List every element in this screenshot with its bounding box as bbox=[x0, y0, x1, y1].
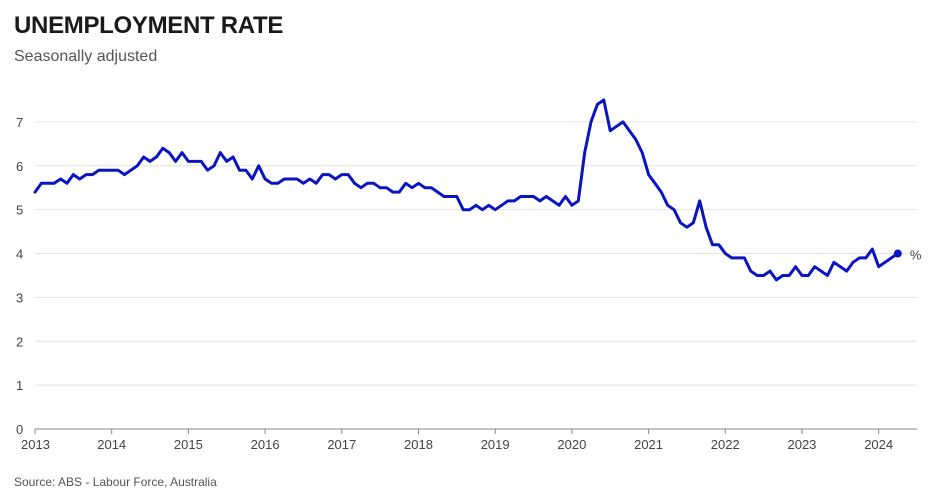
source-note: Source: ABS - Labour Force, Australia bbox=[14, 475, 217, 489]
gridlines bbox=[35, 121, 917, 386]
x-tick-label: 2013 bbox=[21, 437, 50, 452]
unit-label: % bbox=[910, 248, 922, 263]
x-tick-label: 2015 bbox=[174, 437, 203, 452]
x-tick-label: 2022 bbox=[711, 437, 740, 452]
y-tick-label: 5 bbox=[16, 203, 23, 218]
x-tick-label: 2018 bbox=[404, 437, 433, 452]
x-tick-label: 2014 bbox=[97, 437, 126, 452]
y-tick-label: 7 bbox=[16, 115, 23, 130]
unemployment-rate-line bbox=[33, 98, 900, 282]
x-tick-label: 2023 bbox=[787, 437, 816, 452]
x-tick-label: 2017 bbox=[327, 437, 356, 452]
y-tick-label: 4 bbox=[16, 247, 23, 262]
y-tick-label: 3 bbox=[16, 290, 23, 305]
latest-value-marker bbox=[893, 249, 902, 258]
axes: 0 1 2 3 4 5 6 7 2013 2014 2015 2016 2017 2018 2019 2020… bbox=[16, 115, 917, 452]
y-tick-label: 2 bbox=[16, 334, 23, 349]
y-tick-label: 0 bbox=[16, 422, 23, 437]
chart-title: UNEMPLOYMENT RATE bbox=[14, 12, 284, 39]
x-tick-label: 2016 bbox=[251, 437, 280, 452]
series-layer: % bbox=[33, 98, 922, 282]
x-tick-label: 2020 bbox=[557, 437, 586, 452]
y-tick-label: 6 bbox=[16, 159, 23, 174]
x-tick-label: 2021 bbox=[634, 437, 663, 452]
x-tick-label: 2019 bbox=[481, 437, 510, 452]
y-tick-label: 1 bbox=[16, 378, 23, 393]
chart-subtitle: Seasonally adjusted bbox=[14, 48, 158, 65]
x-tick-label: 2024 bbox=[864, 437, 893, 452]
line-chart: 0 1 2 3 4 5 6 7 2013 2014 2015 2016 2017 2018 2019 2020… bbox=[16, 98, 922, 452]
